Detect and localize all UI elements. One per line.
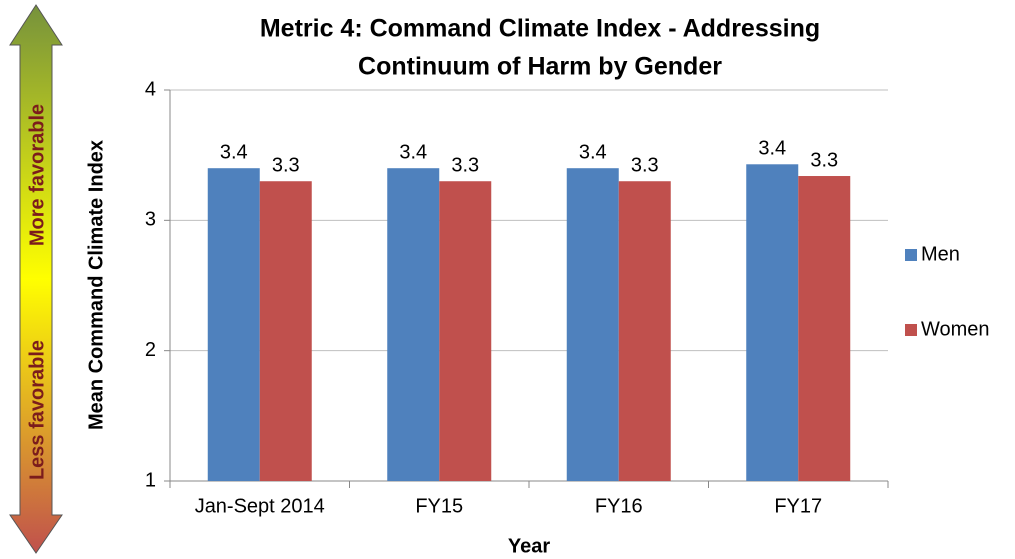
chart-title: Metric 4: Command Climate Index - Addres…: [260, 15, 820, 43]
y-tick-label: 4: [145, 78, 156, 100]
bar: [798, 176, 851, 481]
legend-label: Women: [921, 318, 990, 340]
bar: [207, 168, 260, 481]
bar: [746, 164, 799, 482]
x-tick-label: FY16: [595, 495, 643, 517]
less-favorable: Less favorable: [26, 340, 48, 480]
data-label: 3.3: [451, 155, 479, 177]
data-label: 3.3: [810, 149, 838, 171]
data-label: 3.3: [272, 155, 300, 177]
data-label: 3.4: [399, 141, 427, 163]
data-label: 3.4: [220, 141, 248, 163]
bar: [439, 181, 492, 481]
bar: [259, 181, 312, 481]
y-axis-label: Mean Command Climate Index: [85, 140, 107, 430]
y-tick-label: 1: [145, 469, 156, 491]
x-tick-label: FY17: [774, 495, 822, 517]
data-label: 3.4: [758, 138, 786, 160]
legend-swatch: [905, 324, 917, 336]
x-axis-label: Year: [508, 535, 550, 557]
chart-title: Continuum of Harm by Gender: [358, 53, 722, 81]
y-tick-label: 3: [145, 209, 156, 231]
x-tick-label: Jan-Sept 2014: [195, 495, 325, 517]
data-label: 3.3: [631, 155, 659, 177]
legend-label: Men: [921, 243, 960, 265]
bar: [387, 168, 440, 481]
x-tick-label: FY15: [415, 495, 463, 517]
legend-swatch: [905, 249, 917, 261]
data-label: 3.4: [579, 141, 607, 163]
y-tick-label: 2: [145, 339, 156, 361]
more-favorable: More favorable: [26, 104, 48, 246]
favorability-arrow: [9, 4, 63, 554]
bar: [566, 168, 619, 481]
bar: [618, 181, 671, 481]
